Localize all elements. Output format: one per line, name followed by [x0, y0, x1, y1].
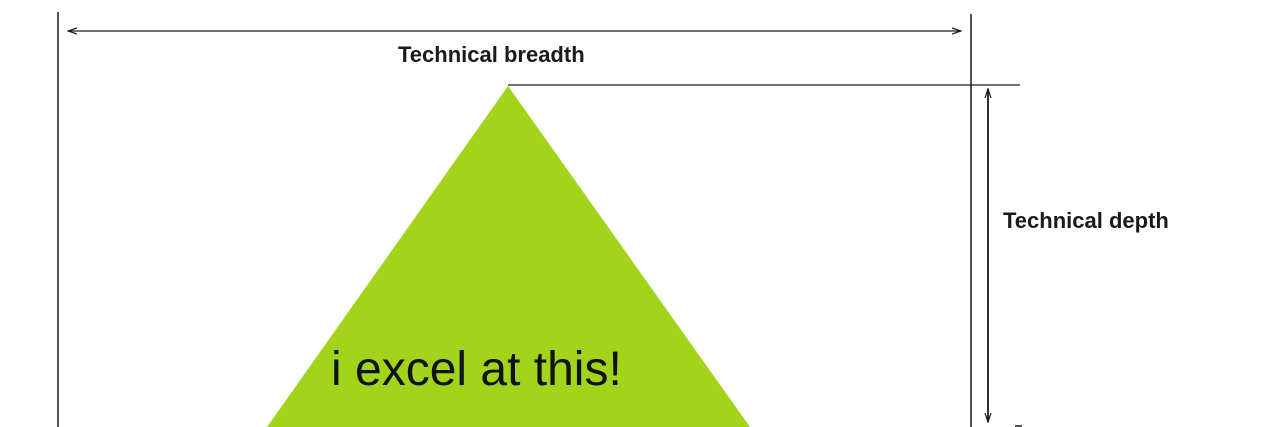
skill-triangle [267, 86, 750, 427]
breadth-label: Technical breadth [398, 42, 585, 67]
depth-label: Technical depth [1003, 208, 1169, 233]
triangle-text: i excel at this! [331, 343, 622, 396]
